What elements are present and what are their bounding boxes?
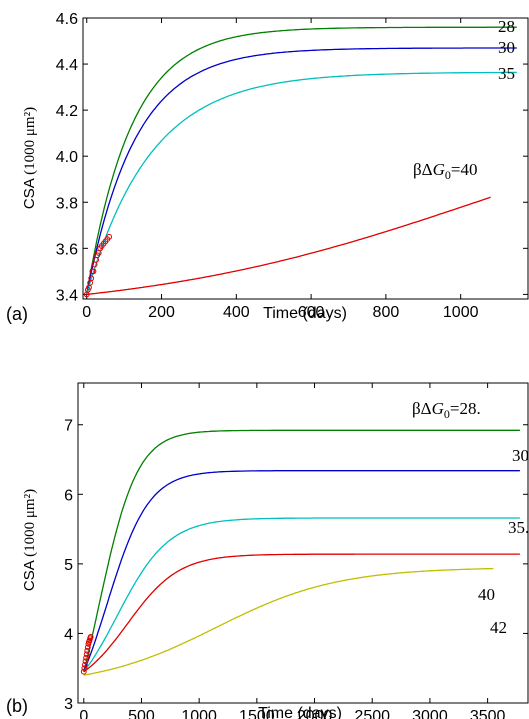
y-tick-label: 4.6 (56, 11, 78, 28)
panel-a-ylabel: CSA (1000 μm²) (21, 107, 38, 209)
series-line-4 (83, 567, 494, 676)
curve-label-2: 35 (498, 64, 515, 83)
curve-label-1: 30 (498, 38, 515, 57)
y-tick-label: 4.4 (56, 57, 78, 74)
curve-label-0: βΔG0=28. (412, 399, 481, 421)
y-tick-label: 7 (64, 418, 73, 435)
y-tick-label: 5 (64, 557, 73, 574)
curve-label-4: 42 (490, 618, 507, 637)
panel-b-ylabel: CSA (1000 μm²) (21, 489, 38, 591)
data-point (88, 275, 95, 282)
x-tick-label: 1000 (443, 304, 479, 321)
panel-a-xlabel: Time (days) (263, 305, 347, 322)
x-tick-label: 200 (148, 304, 175, 321)
x-tick-label: 3500 (470, 708, 506, 719)
panel-b-label: (b) (6, 696, 28, 716)
data-point (106, 233, 113, 240)
data-point (83, 651, 90, 658)
data-point (87, 634, 94, 640)
panel-a: 0 200 400 600 800 1000 3.4 3.6 3.8 4.0 4.2 4.4 4.6 2… (6, 11, 529, 324)
x-tick-label: 800 (373, 304, 400, 321)
x-tick-label: 3000 (412, 708, 448, 719)
series-line-1 (86, 47, 517, 295)
curve-label-1: 30. (512, 446, 529, 465)
x-tick-label: 2000 (297, 708, 333, 719)
y-tick-label: 3.8 (56, 195, 78, 212)
series-line-3 (83, 553, 520, 673)
series-line-0 (83, 429, 520, 672)
x-tick-label: 500 (128, 708, 155, 719)
data-point (82, 658, 89, 665)
x-tick-label: 1000 (181, 708, 217, 719)
y-tick-label: 3.4 (56, 287, 78, 304)
series-line-0 (86, 26, 517, 295)
data-point (82, 661, 88, 668)
panel-a-label: (a) (6, 304, 28, 324)
y-tick-label: 6 (64, 487, 73, 504)
series-line-2 (86, 71, 517, 295)
series-line-2 (83, 517, 520, 673)
y-tick-label: 4.0 (56, 149, 78, 166)
series-line-3 (86, 196, 491, 296)
y-tick-label: 4 (64, 626, 73, 643)
panel-a-frame (82, 17, 529, 300)
data-point (84, 647, 91, 654)
panel-b: 0 500 1000 1500 2000 2500 3000 3500 3 4 5 6 7 βΔG0=2… (6, 382, 529, 719)
data-point (81, 665, 88, 672)
data-point (83, 654, 89, 661)
y-tick-label: 4.2 (56, 103, 78, 120)
x-tick-label: 400 (223, 304, 250, 321)
curve-label-3: 40 (478, 585, 495, 604)
curve-label-3: βΔG0=40 (413, 160, 477, 182)
x-tick-label: 600 (298, 304, 325, 321)
panel-b-frame (77, 382, 529, 704)
series-line-1 (83, 470, 520, 672)
x-tick-label: 0 (82, 304, 91, 321)
x-tick-label: 2500 (354, 708, 390, 719)
data-point (80, 668, 87, 675)
panel-b-xlabel: Time (days) (258, 705, 342, 719)
y-tick-label: 3.6 (56, 241, 78, 258)
x-tick-label: 0 (79, 708, 88, 719)
x-tick-label: 1500 (239, 708, 275, 719)
data-point (84, 644, 91, 651)
curve-label-2: 35. (508, 518, 529, 537)
data-point (90, 268, 97, 275)
curve-label-0: 28 (498, 17, 515, 36)
y-tick-label: 3 (64, 696, 73, 713)
